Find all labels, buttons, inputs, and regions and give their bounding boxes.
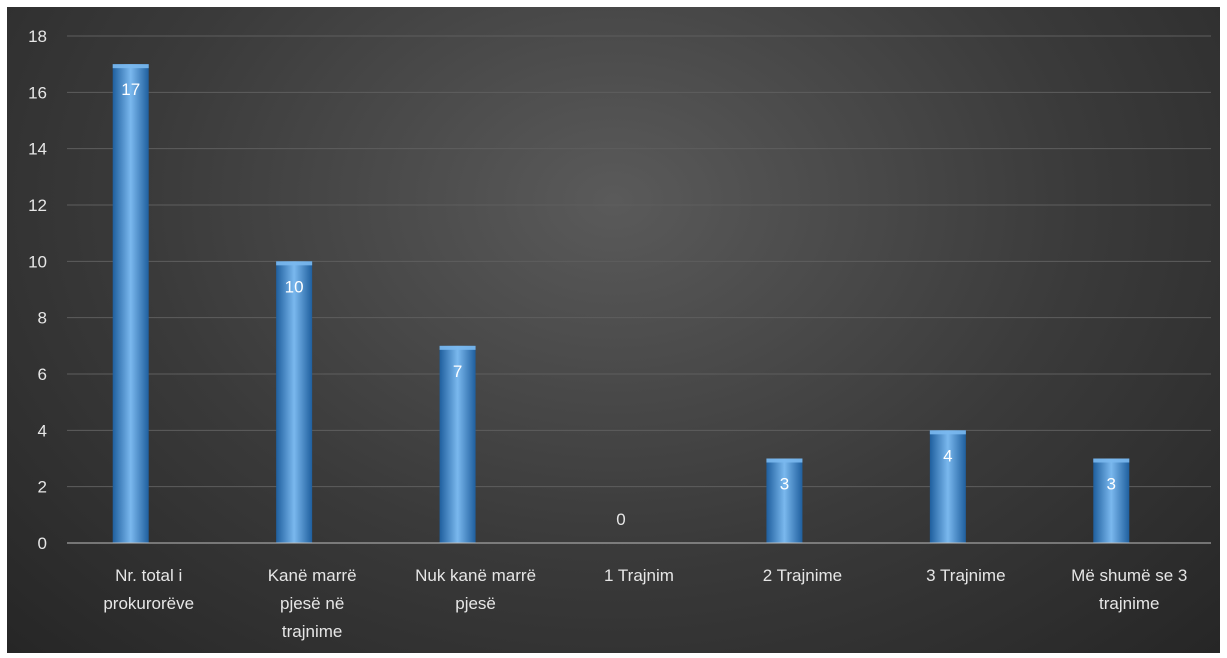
x-axis-categories: Nr. total i prokurorëve Kanë marrë pjesë në… (103, 566, 1187, 641)
gridlines (67, 35, 1211, 488)
data-label: 3 (1107, 475, 1116, 494)
data-label: 4 (943, 446, 952, 465)
y-tick-label: 6 (38, 365, 47, 384)
data-labels: 17 10 7 0 3 4 3 (121, 80, 1116, 529)
chart-area: 0 2 4 6 8 10 12 14 16 18 17 10 7 0 3 4 3 Nr. total i pro… (7, 7, 1220, 653)
bar (1093, 458, 1130, 543)
x-category-label: Kanë marrë pjesë në trajnime (268, 566, 357, 641)
y-tick-label: 10 (28, 252, 47, 271)
bar (276, 261, 313, 543)
y-tick-label: 16 (28, 83, 47, 102)
data-label: 10 (285, 277, 304, 296)
y-tick-label: 14 (28, 140, 47, 159)
y-tick-label: 0 (38, 534, 47, 553)
data-label: 3 (780, 475, 789, 494)
bar (929, 430, 966, 543)
y-tick-label: 18 (28, 27, 47, 46)
y-tick-label: 2 (38, 478, 47, 497)
x-category-label: Nr. total i prokurorëve (103, 566, 194, 613)
x-category-label: Më shumë se 3 trajnime (1071, 566, 1187, 613)
data-label: 0 (616, 510, 625, 529)
y-tick-label: 8 (38, 309, 47, 328)
x-category-label: 1 Trajnim (604, 566, 674, 585)
x-category-label: Nuk kanë marrë pjesë (415, 566, 536, 613)
bar (112, 64, 149, 543)
data-label: 7 (453, 362, 462, 381)
x-category-label: 3 Trajnime (926, 566, 1005, 585)
y-axis-ticks: 0 2 4 6 8 10 12 14 16 18 (28, 27, 47, 553)
bar (439, 345, 476, 543)
bar (766, 458, 803, 543)
bars (112, 64, 1130, 543)
y-tick-label: 4 (38, 421, 47, 440)
data-label: 17 (121, 80, 140, 99)
x-category-label: 2 Trajnime (763, 566, 842, 585)
y-tick-label: 12 (28, 196, 47, 215)
bar-chart: 0 2 4 6 8 10 12 14 16 18 17 10 7 0 3 4 3 Nr. total i pro… (28, 27, 1211, 641)
